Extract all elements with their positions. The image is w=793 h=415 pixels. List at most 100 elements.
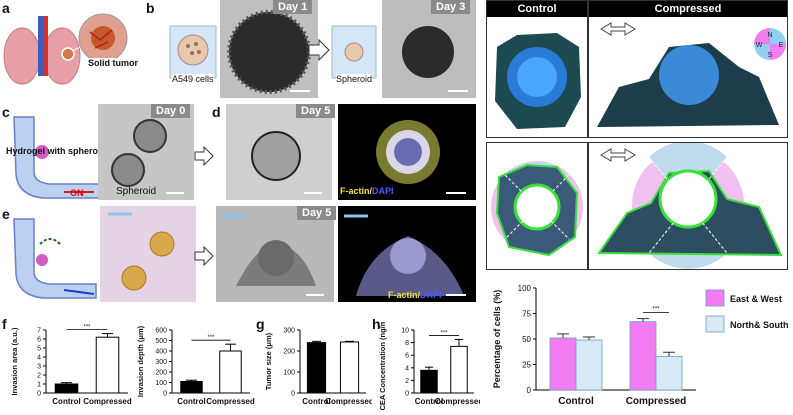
y-axis-label: Tumor size (μm) — [264, 332, 273, 390]
y-axis-label: Percentage of cells (%) — [492, 290, 502, 389]
y-tick-label: 100 — [155, 380, 167, 387]
compass-icon: N S E W — [754, 28, 786, 60]
y-axis-label: Invasion area (a.u.) — [10, 327, 19, 395]
compass-s: S — [768, 52, 773, 59]
panel-label-h: h — [372, 316, 381, 332]
legend-swatch — [705, 289, 725, 307]
hydrogel-channel-illustration — [13, 116, 100, 199]
y-axis-label: CEA Concentration (ng/mL) — [378, 322, 387, 411]
day3-tag: Day 3 — [431, 0, 471, 14]
y-tick-label: 75 — [522, 310, 531, 319]
bar-1-compressed — [655, 355, 683, 391]
y-tick-label: 3 — [37, 364, 41, 371]
panel-label-a: a — [2, 0, 10, 16]
y-tick-label: 2 — [405, 378, 409, 385]
y-tick-label: 4 — [37, 355, 41, 362]
arrow-right-icon — [194, 246, 214, 266]
factin-dapi-image-e — [338, 206, 476, 302]
y-tick-label: 10 — [401, 328, 409, 335]
bar-control — [180, 380, 203, 394]
x-tick-label: Control — [558, 396, 594, 407]
y-tick-label: 7 — [37, 328, 41, 335]
compressed-image-frame: Compressed — [588, 0, 788, 138]
y-tick-label: 100 — [283, 370, 295, 377]
day5-micrograph-d — [226, 104, 332, 200]
y-tick-label: 0 — [163, 391, 167, 398]
y-tick-label: 400 — [155, 349, 167, 356]
lung-tumor-illustration — [3, 13, 128, 85]
control-header: Control — [487, 1, 587, 17]
y-tick-label: 600 — [155, 328, 167, 335]
x-tick-label: Control — [415, 397, 443, 406]
panel-label-c: c — [2, 104, 10, 120]
panel-label-f: f — [2, 316, 7, 332]
compression-channel-illustration — [13, 218, 97, 299]
day1-micrograph — [220, 0, 318, 98]
scale-bar — [306, 294, 324, 296]
invasion-area-chart: 0 1 2 3 4 5 6 7 Invasion area (a.u.) Control Compr… — [10, 325, 132, 406]
day5-micrograph-e — [216, 206, 334, 302]
bar-0-control — [549, 337, 577, 391]
y-tick-label: 25 — [522, 361, 531, 370]
scale-bar — [446, 294, 466, 296]
compressed-spheroid-image — [597, 22, 779, 127]
day5-tag-d: Day 5 — [296, 104, 336, 118]
arrow-right-icon — [308, 38, 330, 62]
bar-1-control — [575, 339, 603, 391]
cea-concentration-chart: 0 2 4 6 8 10 CEA Concentration (ng/mL) ControlC… — [378, 322, 480, 411]
solid-tumor-caption: Solid tumor — [86, 58, 140, 68]
factin-dapi-image-d — [338, 104, 476, 200]
y-tick-label: 6 — [37, 337, 41, 344]
day3-micrograph — [382, 0, 476, 98]
compass-w: W — [756, 42, 763, 49]
tumor-size-chart: 0 100 200 300 Tumor size (μm) ControlCompress… — [264, 328, 372, 407]
control-image-frame: Control — [486, 0, 588, 138]
spheroid-caption-c: Spheroid — [116, 186, 157, 197]
compass-n: N — [767, 32, 772, 39]
y-tick-label: 100 — [518, 284, 532, 293]
y-tick-label: 500 — [155, 338, 167, 345]
scale-bar — [446, 192, 466, 194]
y-tick-label: 300 — [283, 328, 295, 335]
percentage-cells-chart: 0 25 50 75 100 Percentage of cells (%) Control… — [492, 284, 789, 407]
panel-label-d: d — [212, 104, 221, 120]
y-axis-label: Invasion depth (μm) — [136, 325, 145, 397]
dapi-label: DAPI — [372, 186, 394, 196]
x-tick-label: Control — [177, 397, 205, 406]
x-tick-label: Control — [302, 397, 330, 406]
panel-label-e: e — [2, 206, 10, 222]
x-tick-label: Compressed — [325, 397, 372, 406]
on-label: ON — [70, 188, 84, 198]
x-tick-label: Compressed — [435, 397, 480, 406]
bar-compressed — [450, 345, 468, 394]
control-quadrant-image — [491, 161, 583, 257]
hydrogel-caption: Hydrogel with spheroids — [6, 146, 112, 156]
significance-marker: *** — [83, 325, 91, 331]
y-tick-label: 8 — [405, 340, 409, 347]
a549-caption: A549 cells — [172, 74, 214, 84]
y-tick-label: 1 — [37, 382, 41, 389]
y-tick-label: 2 — [37, 373, 41, 380]
legend-label: East & West — [730, 294, 782, 304]
stain-label-d: F-actin/DAPI — [340, 186, 394, 196]
y-tick-label: 200 — [283, 349, 295, 356]
factin-label: F-actin/ — [388, 290, 421, 300]
day0-micrograph — [98, 104, 194, 200]
scale-bar — [448, 90, 468, 92]
compass-e: E — [779, 42, 784, 49]
bar-control — [420, 369, 438, 394]
bar-0-compressed — [629, 321, 657, 391]
arrow-right-icon — [194, 146, 214, 166]
x-tick-label: Compressed — [206, 397, 255, 406]
control-quadrant-frame — [486, 142, 588, 270]
y-tick-label: 200 — [155, 370, 167, 377]
y-tick-label: 0 — [405, 391, 409, 398]
y-tick-label: 0 — [291, 391, 295, 398]
control-spheroid-image — [495, 33, 581, 129]
y-tick-label: 50 — [522, 335, 531, 344]
compressed-quadrant-frame — [588, 141, 788, 270]
y-tick-label: 4 — [405, 365, 409, 372]
bar-control — [306, 342, 327, 394]
panel-label-b: b — [146, 0, 155, 16]
bar-compressed — [339, 341, 360, 394]
